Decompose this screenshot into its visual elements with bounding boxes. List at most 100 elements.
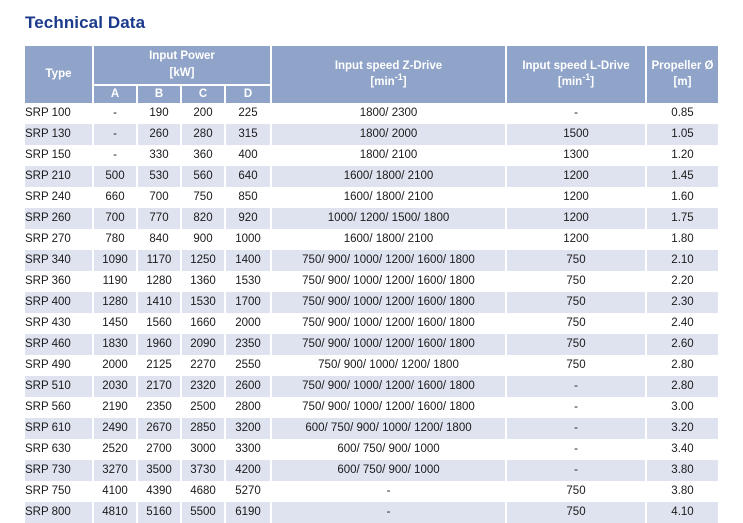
cell-power-c: 1250 (180, 249, 225, 271)
cell-power-c: 1660 (180, 312, 225, 334)
cell-input-speed-l: 750 (505, 354, 646, 376)
table-row: SRP 400 1280 1410 1530 1700 750/ 900/ 1000/ 1… (25, 291, 718, 313)
cell-input-speed-l: 750 (505, 270, 646, 292)
cell-input-speed-z: 600/ 750/ 900/ 1000/ 1200/ 1800 (270, 417, 506, 439)
cell-input-speed-z: 750/ 900/ 1000/ 1200/ 1600/ 1800 (270, 270, 506, 292)
table-row: SRP 800 4810 5160 5500 6190-750 4.10 (25, 501, 718, 523)
cell-power-b: 1280 (136, 270, 181, 292)
propeller-label: Propeller Ø (651, 59, 714, 72)
cell-input-speed-l: 1200 (505, 207, 646, 229)
cell-input-speed-l: - (505, 459, 646, 481)
cell-type: SRP 800 (25, 501, 93, 523)
cell-type: SRP 150 (25, 144, 93, 166)
propeller-unit: [m] (673, 76, 692, 89)
cell-type: SRP 510 (25, 375, 93, 397)
cell-propeller-diameter: 1.60 (645, 186, 718, 208)
cell-propeller-diameter: 1.80 (645, 228, 718, 250)
cell-type: SRP 610 (25, 417, 93, 439)
cell-power-d: 2800 (224, 396, 271, 418)
input-power-label: Input Power (149, 50, 215, 63)
cell-power-d: 3300 (224, 438, 271, 460)
cell-power-c: 2320 (180, 375, 225, 397)
cell-input-speed-z: 1600/ 1800/ 2100 (270, 165, 506, 187)
unit-close: ] (402, 76, 407, 89)
input-speed-l-label: Input speed L-Drive (522, 59, 630, 72)
column-header-input-speed-z-drive: Input speed Z-Drive [min-1] (271, 46, 507, 103)
cell-input-speed-z: 750/ 900/ 1000/ 1200/ 1600/ 1800 (270, 312, 506, 334)
cell-power-c: 280 (180, 123, 225, 145)
cell-input-speed-z: 600/ 750/ 900/ 1000 (270, 459, 506, 481)
cell-power-a: 780 (92, 228, 137, 250)
cell-input-speed-l: 1200 (505, 228, 646, 250)
unit-base: [min (557, 76, 583, 89)
cell-power-b: 840 (136, 228, 181, 250)
cell-type: SRP 460 (25, 333, 93, 355)
cell-power-a: 2520 (92, 438, 137, 460)
table-row: SRP 490 2000 2125 2270 2550 750/ 900/ 1000/ 1… (25, 354, 718, 376)
cell-power-a: 500 (92, 165, 137, 187)
cell-power-d: 2350 (224, 333, 271, 355)
cell-propeller-diameter: 1.05 (645, 123, 718, 145)
column-header-input-power: Input Power [kW] (93, 46, 272, 85)
cell-input-speed-l: 750 (505, 333, 646, 355)
cell-power-d: 225 (224, 102, 271, 124)
cell-power-a: 1450 (92, 312, 137, 334)
cell-power-a: 700 (92, 207, 137, 229)
cell-propeller-diameter: 2.20 (645, 270, 718, 292)
cell-type: SRP 260 (25, 207, 93, 229)
cell-type: SRP 730 (25, 459, 93, 481)
cell-power-b: 4390 (136, 480, 181, 502)
table-header-row-subcolumns: A B C D (25, 84, 718, 103)
table-row: SRP 510 2030 2170 2320 2600 750/ 900/ 1000/ 1… (25, 375, 718, 397)
cell-input-speed-l: - (505, 417, 646, 439)
cell-power-d: 5270 (224, 480, 271, 502)
cell-power-d: 4200 (224, 459, 271, 481)
cell-input-speed-z: 1800/ 2000 (270, 123, 506, 145)
cell-propeller-diameter: 1.45 (645, 165, 718, 187)
cell-input-speed-z: 1800/ 2100 (270, 144, 506, 166)
cell-input-speed-l: 1300 (505, 144, 646, 166)
cell-power-b: 190 (136, 102, 181, 124)
cell-propeller-diameter: 3.20 (645, 417, 718, 439)
cell-propeller-diameter: 1.75 (645, 207, 718, 229)
cell-power-c: 3000 (180, 438, 225, 460)
cell-power-b: 330 (136, 144, 181, 166)
cell-power-c: 4680 (180, 480, 225, 502)
table-row: SRP 610 2490 2670 2850 3200 600/ 750/ 900/ 10… (25, 417, 718, 439)
cell-input-speed-l: - (505, 375, 646, 397)
cell-power-a: 1190 (92, 270, 137, 292)
cell-power-d: 2600 (224, 375, 271, 397)
cell-type: SRP 430 (25, 312, 93, 334)
column-header-propeller-diameter: Propeller Ø [m] (646, 46, 718, 103)
column-header-power-d: D (225, 84, 272, 103)
cell-input-speed-z: 750/ 900/ 1000/ 1200/ 1600/ 1800 (270, 249, 506, 271)
cell-propeller-diameter: 2.80 (645, 354, 718, 376)
cell-propeller-diameter: 4.10 (645, 501, 718, 523)
cell-type: SRP 400 (25, 291, 93, 313)
cell-input-speed-z: 600/ 750/ 900/ 1000 (270, 438, 506, 460)
cell-propeller-diameter: 3.80 (645, 480, 718, 502)
cell-power-a: 2490 (92, 417, 137, 439)
table-row: SRP 460 1830 1960 2090 2350 750/ 900/ 1000/ 1… (25, 333, 718, 355)
cell-type: SRP 340 (25, 249, 93, 271)
technical-data-table-container: Type Input Power [kW] Input speed Z-Driv… (25, 46, 718, 523)
cell-power-d: 1700 (224, 291, 271, 313)
table-row: SRP 560 2190 2350 2500 2800 750/ 900/ 1000/ 1… (25, 396, 718, 418)
cell-propeller-diameter: 0.85 (645, 102, 718, 124)
cell-propeller-diameter: 2.40 (645, 312, 718, 334)
cell-power-c: 200 (180, 102, 225, 124)
cell-power-c: 360 (180, 144, 225, 166)
input-power-unit: [kW] (169, 67, 195, 79)
input-speed-z-label: Input speed Z-Drive (334, 59, 443, 72)
cell-power-c: 1360 (180, 270, 225, 292)
table-row: SRP 260 700 770 820 920 1000/ 1200/ 1500/ 180… (25, 207, 718, 229)
table-header-row-primary: Type Input Power [kW] Input speed Z-Driv… (25, 46, 718, 103)
cell-power-d: 1530 (224, 270, 271, 292)
cell-power-a: 2190 (92, 396, 137, 418)
cell-power-a: - (92, 123, 137, 145)
cell-input-speed-l: 750 (505, 501, 646, 523)
cell-input-speed-l: 750 (505, 480, 646, 502)
column-header-input-speed-l-drive: Input speed L-Drive [min-1] (506, 46, 647, 103)
table-row: SRP 240 660 700 750 850 1600/ 1800/ 2100 1200 1… (25, 186, 718, 208)
cell-input-speed-l: 1200 (505, 186, 646, 208)
